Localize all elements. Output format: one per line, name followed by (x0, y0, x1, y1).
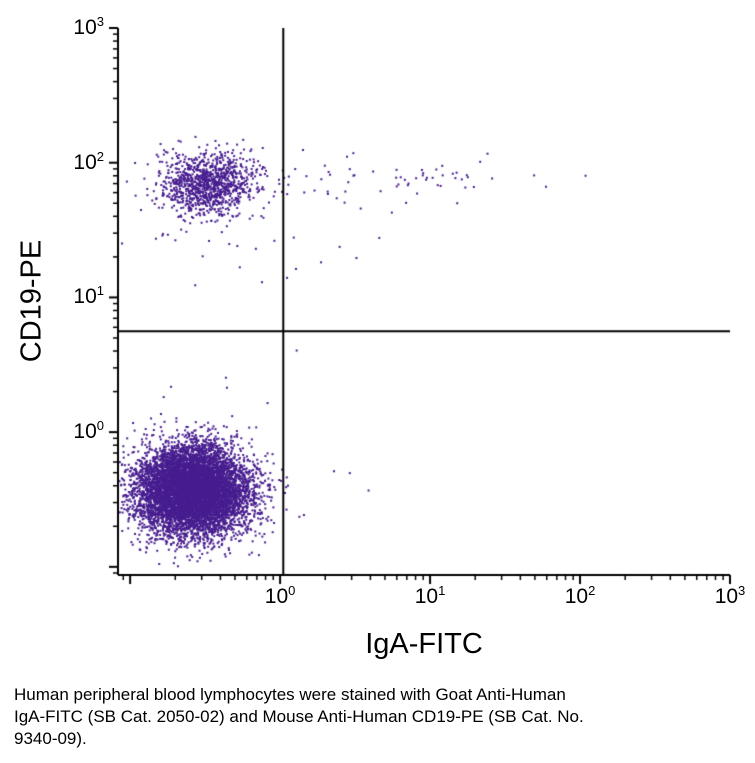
y-axis-label: CD19-PE (15, 239, 48, 363)
y-tick-label-10e1: 101 (73, 283, 104, 309)
y-tick-label-10e2: 102 (73, 148, 104, 174)
x-tick-label-10e1: 101 (414, 583, 446, 608)
figure-caption: Human peripheral blood lymphocytes were … (14, 685, 584, 748)
y-tick-label-10e3: 103 (73, 14, 104, 39)
x-axis-label: IgA-FITC (365, 628, 483, 660)
scatter-plot-canvas (0, 0, 755, 660)
x-tick-label-10e3: 103 (714, 583, 746, 608)
x-tick-label-10e0: 100 (264, 583, 296, 608)
x-tick-label-10e2: 102 (564, 583, 596, 608)
y-tick-label-10e0: 100 (73, 418, 104, 444)
